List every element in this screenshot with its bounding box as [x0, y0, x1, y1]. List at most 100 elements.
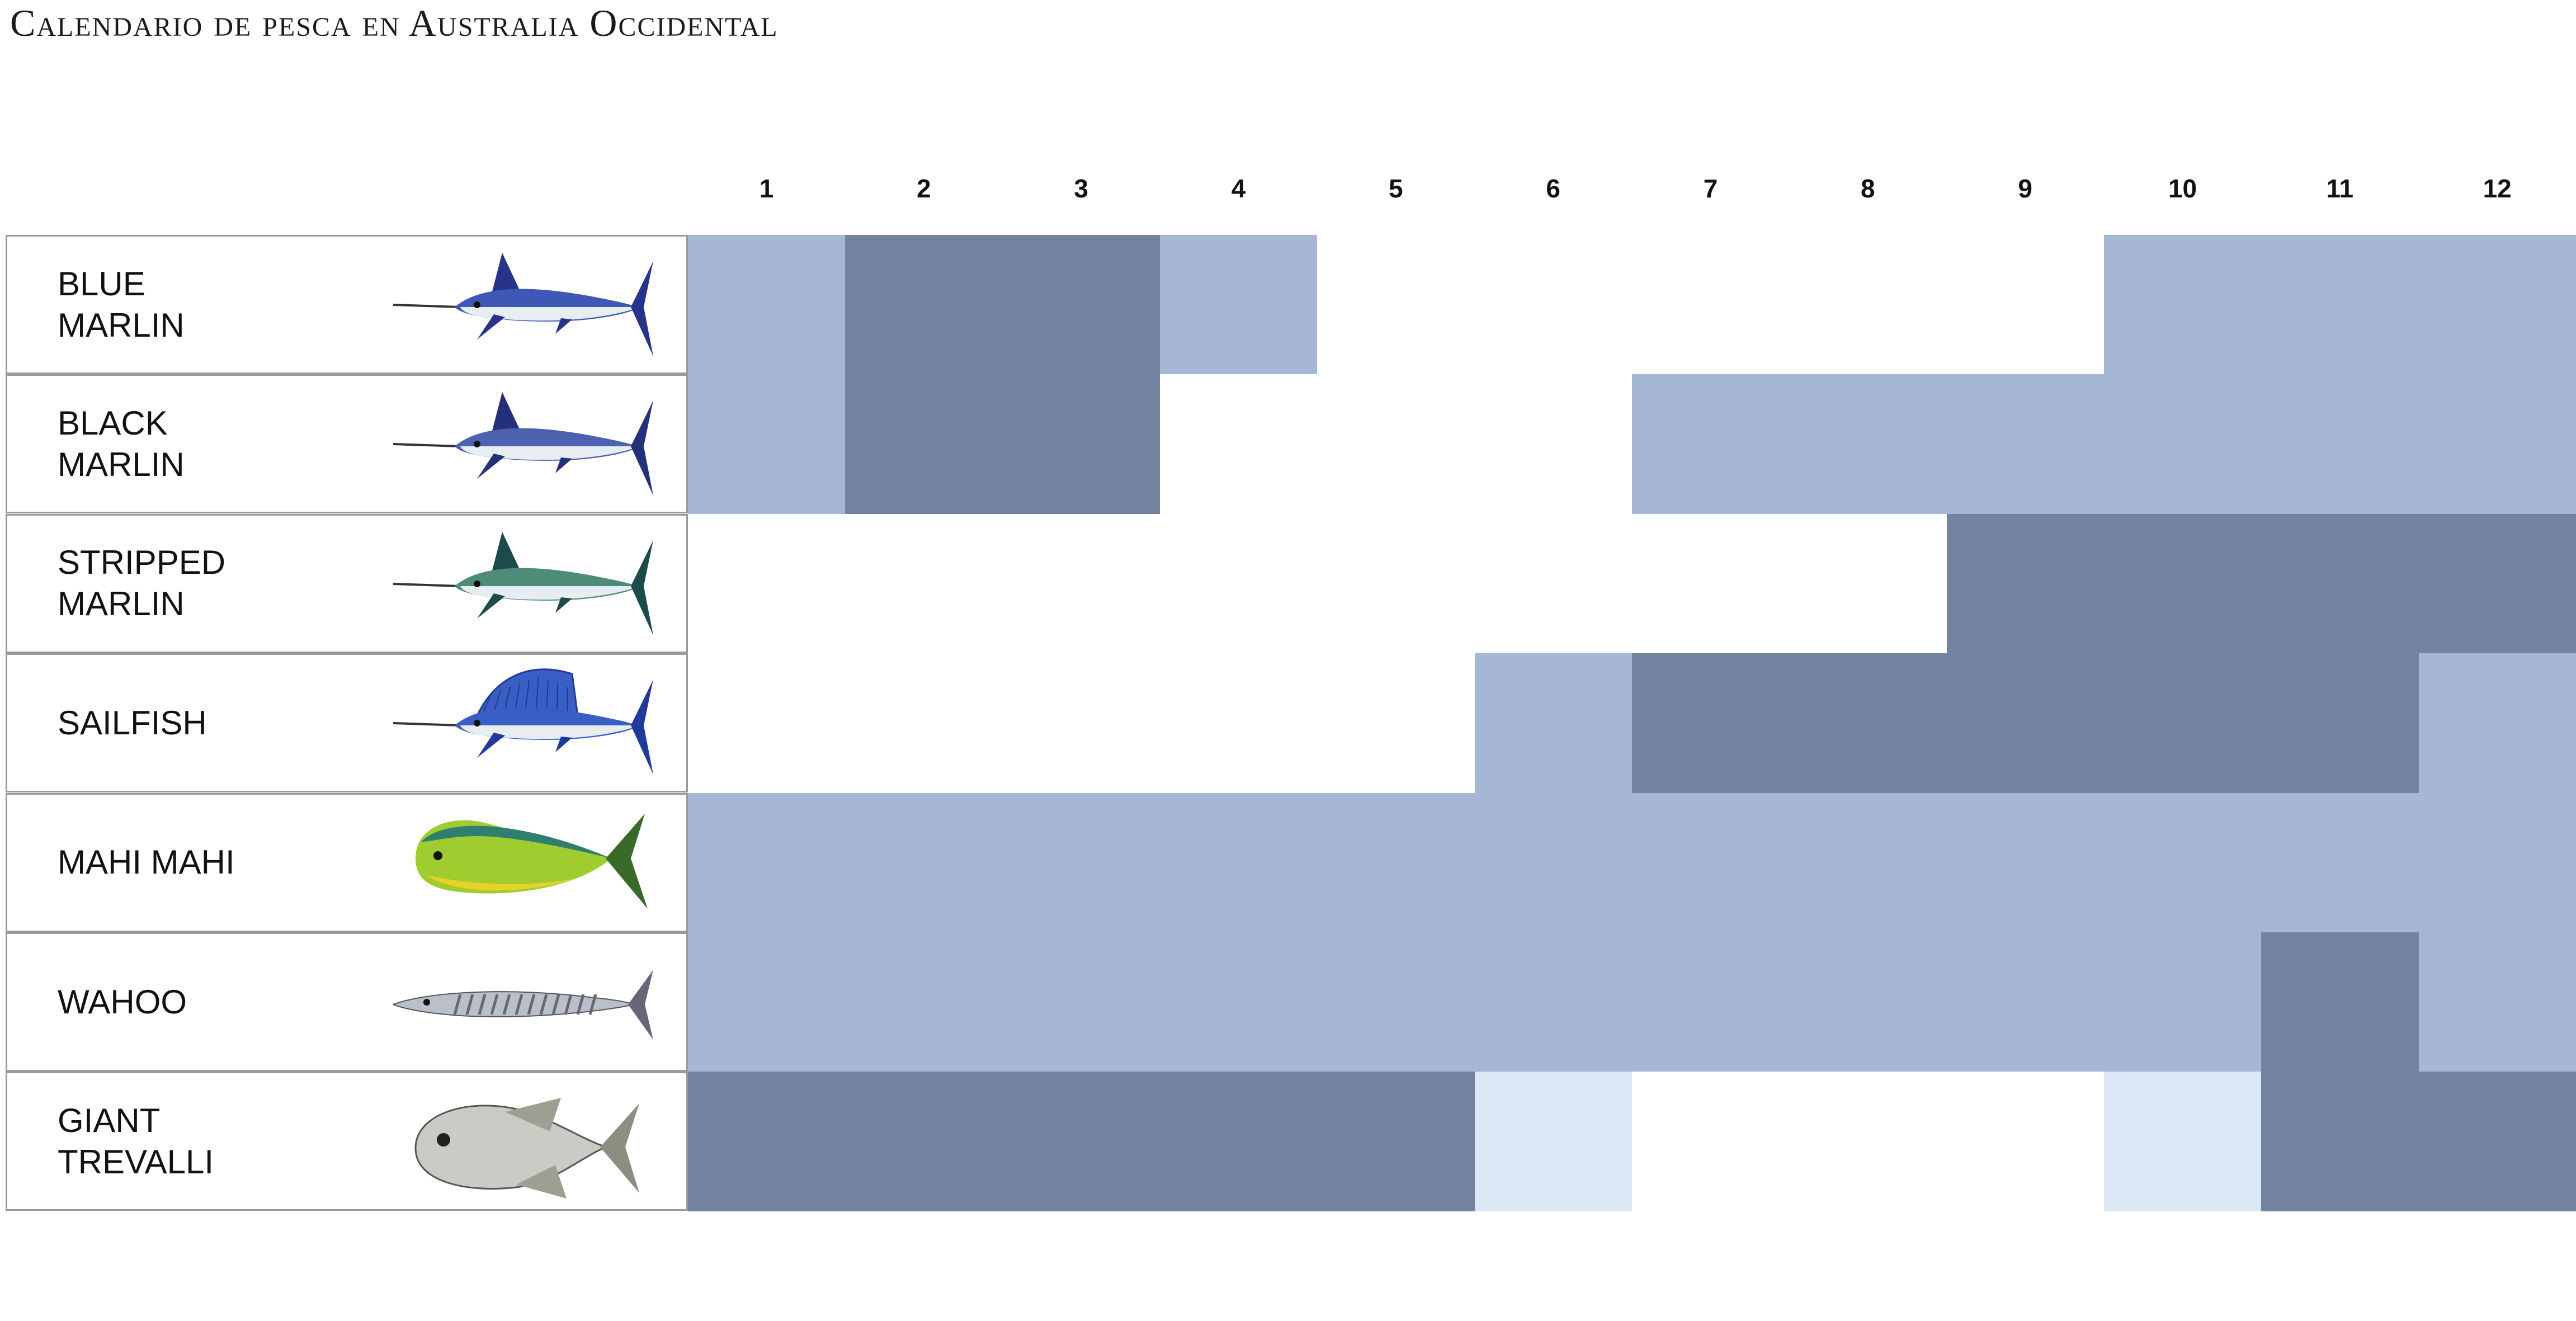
- month-label: 9: [2018, 174, 2032, 203]
- season-cell: [1002, 792, 1160, 933]
- season-cell: [1789, 932, 1947, 1072]
- season-cell: [1160, 1072, 1318, 1212]
- season-cell: [1632, 374, 1790, 515]
- season-cell: [1632, 792, 1790, 933]
- season-cell: [1946, 932, 2105, 1072]
- season-cell: [1946, 235, 2105, 375]
- species-name: Blue Marlin: [58, 265, 185, 344]
- season-cell: [1789, 1072, 1947, 1212]
- species-name: Giant Trevalli: [58, 1101, 214, 1181]
- species-name: Wahoo: [58, 983, 187, 1021]
- season-cell: [1474, 653, 1633, 794]
- season-cell: [2104, 653, 2262, 794]
- season-cell: [2418, 235, 2576, 375]
- season-cell: [1474, 513, 1633, 654]
- black-marlin-icon: [393, 392, 653, 496]
- species-row: Giant Trevalli: [6, 1072, 688, 1211]
- season-cell: [1317, 792, 1475, 933]
- season-cell: [688, 235, 846, 375]
- season-cell: [1632, 1072, 1790, 1212]
- season-cell: [2261, 792, 2419, 933]
- season-cell: [1789, 653, 1947, 794]
- month-label: 10: [2168, 174, 2197, 203]
- season-cell: [1317, 513, 1475, 654]
- species-row: Blue Marlin: [6, 235, 688, 374]
- season-cell: [2104, 932, 2262, 1072]
- season-cell: [2261, 374, 2419, 515]
- mahi-mahi-icon: [416, 813, 648, 909]
- season-cell: [1002, 513, 1160, 654]
- month-label: 11: [2326, 174, 2354, 203]
- month-label: 12: [2483, 174, 2512, 203]
- season-cell: [845, 1072, 1003, 1212]
- season-cell: [1160, 932, 1318, 1072]
- season-cell: [688, 653, 846, 794]
- season-cell: [1002, 932, 1160, 1072]
- season-cell: [2261, 653, 2419, 794]
- month-label: 3: [1074, 174, 1088, 203]
- species-row: Sailfish: [6, 653, 688, 793]
- species-name: Stripped Marlin: [58, 544, 226, 623]
- season-cell: [1789, 374, 1947, 515]
- sailfish-icon: [393, 668, 653, 775]
- species-name: Black Marlin: [58, 404, 185, 483]
- season-cell: [2104, 1072, 2262, 1212]
- season-cell: [2418, 513, 2576, 654]
- month-label: 7: [1703, 174, 1718, 203]
- season-cell: [845, 513, 1003, 654]
- season-cell: [845, 932, 1003, 1072]
- season-cell: [688, 932, 846, 1072]
- season-cell: [1946, 1072, 2105, 1212]
- season-cell: [688, 792, 846, 933]
- species-row: Stripped Marlin: [6, 513, 688, 653]
- species-row: Wahoo: [6, 932, 688, 1072]
- page-title: Calendario de pesca en Australia Occiden…: [10, 2, 779, 44]
- species-name: Mahi Mahi: [58, 843, 235, 881]
- month-label: 8: [1861, 174, 1875, 203]
- season-cell: [688, 1072, 846, 1212]
- wahoo-icon: [393, 970, 653, 1040]
- season-cell: [1632, 932, 1790, 1072]
- month-label: 5: [1389, 174, 1403, 203]
- season-cell: [1946, 653, 2105, 794]
- season-cell: [2104, 235, 2262, 375]
- season-cell: [2104, 792, 2262, 933]
- season-cell: [1474, 932, 1633, 1072]
- season-cell: [1317, 235, 1475, 375]
- season-cell: [1160, 653, 1318, 794]
- season-cell: [1317, 1072, 1475, 1212]
- season-cell: [1160, 374, 1318, 515]
- season-cell: [1632, 513, 1790, 654]
- season-cell: [2418, 374, 2576, 515]
- season-cell: [1632, 235, 1790, 375]
- season-cell: [2261, 1072, 2419, 1212]
- blue-marlin-icon: [393, 253, 653, 356]
- month-label: 6: [1546, 174, 1560, 203]
- giant-trevally-icon: [414, 1098, 639, 1199]
- season-cell: [1317, 653, 1475, 794]
- season-cell: [2418, 1072, 2576, 1212]
- season-cell: [845, 235, 1003, 375]
- season-cell: [1317, 932, 1475, 1072]
- season-cell: [2418, 932, 2576, 1072]
- season-cell: [2104, 374, 2262, 515]
- striped-marlin-icon: [393, 531, 653, 635]
- season-cell: [1474, 235, 1633, 375]
- season-cell: [688, 374, 846, 515]
- season-cell: [1002, 1072, 1160, 1212]
- season-cell: [1474, 374, 1633, 515]
- season-cell: [1474, 792, 1633, 933]
- species-row: Black Marlin: [6, 374, 688, 514]
- season-cell: [2418, 653, 2576, 794]
- season-cell: [2261, 513, 2419, 654]
- species-row: Mahi Mahi: [6, 792, 688, 932]
- season-heatmap: [688, 235, 2576, 1212]
- season-cell: [1160, 235, 1318, 375]
- season-cell: [1160, 792, 1318, 933]
- season-cell: [1160, 513, 1318, 654]
- season-cell: [1002, 235, 1160, 375]
- season-cell: [1002, 374, 1160, 515]
- season-cell: [845, 653, 1003, 794]
- season-cell: [1946, 792, 2105, 933]
- season-cell: [845, 374, 1003, 515]
